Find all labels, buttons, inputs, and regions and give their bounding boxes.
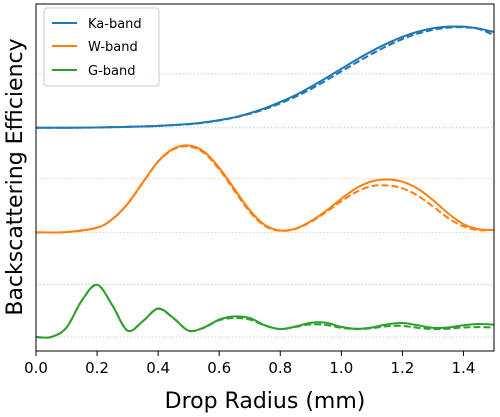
reference-lines <box>36 73 494 338</box>
x-tick-label: 0.0 <box>24 359 48 377</box>
series-lines <box>35 25 495 339</box>
legend-box <box>43 7 160 87</box>
x-tick-label: 1.0 <box>329 359 353 377</box>
plot-frame <box>35 3 495 352</box>
series-line-ka-band-dashed <box>35 26 495 129</box>
x-tick-label: 0.4 <box>146 359 170 377</box>
y-axis-label: Backscattering Efficiency <box>3 38 28 315</box>
x-tick-label: 0.8 <box>268 359 292 377</box>
x-axis-label: Drop Radius (mm) <box>165 389 366 414</box>
x-tick-label: 0.2 <box>85 359 109 377</box>
legend: Ka-band W-band G-band <box>43 7 160 87</box>
legend-label-w: W-band <box>88 40 138 55</box>
legend-label-g: G-band <box>88 64 135 79</box>
series-line-g-band-solid <box>35 283 495 339</box>
x-tick-label: 0.6 <box>207 359 231 377</box>
legend-label-ka: Ka-band <box>88 17 142 32</box>
series-line-g-band-dashed <box>35 284 495 339</box>
x-axis-ticks: 0.0 0.2 0.4 0.6 0.8 1.0 1.2 1.4 <box>24 351 475 377</box>
series-line-w-band-dashed <box>35 145 495 234</box>
x-tick-label: 1.4 <box>452 359 476 377</box>
x-tick-label: 1.2 <box>390 359 414 377</box>
series-line-w-band-solid <box>35 144 495 234</box>
